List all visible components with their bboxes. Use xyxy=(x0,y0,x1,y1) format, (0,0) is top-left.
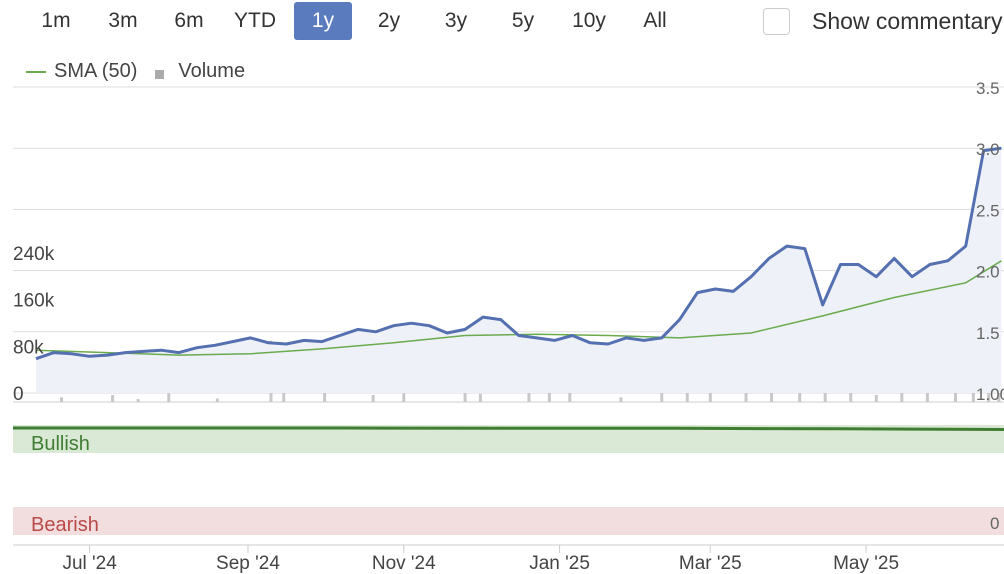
y-tick-label: 3.0 xyxy=(976,140,1000,159)
y-tick-label: 1.5 xyxy=(976,324,1000,343)
volume-bar xyxy=(874,395,878,402)
volume-bar xyxy=(568,387,572,402)
bearish-value-label: 0 xyxy=(990,514,999,533)
volume-bar xyxy=(463,391,467,402)
price-line xyxy=(35,146,1002,361)
volume-bar xyxy=(136,399,140,402)
y-axis-labels: 1.00 1.5 2.0 2.5 3.0 3.5 xyxy=(976,79,1004,404)
show-commentary-checkbox[interactable] xyxy=(763,7,790,35)
volume-bar xyxy=(478,393,482,402)
bearish-band xyxy=(13,507,1004,535)
volume-bar xyxy=(849,391,853,402)
volume-bar xyxy=(111,395,115,402)
range-2y-button[interactable]: 2y xyxy=(377,9,401,32)
volume-bar xyxy=(900,391,904,402)
range-5y-button[interactable]: 5y xyxy=(511,9,535,32)
chart-legend: SMA (50) Volume xyxy=(26,60,245,83)
y-tick-label: 1.00 xyxy=(976,385,1004,404)
volume-bar xyxy=(953,384,957,402)
x-tick-label: Jan '25 xyxy=(529,553,590,574)
volume-axis-labels: 0 80k 160k 240k xyxy=(13,244,55,405)
bullish-sentiment-line xyxy=(13,426,1004,431)
volume-bar xyxy=(402,393,406,402)
range-1y-button[interactable]: 1y xyxy=(294,2,352,40)
volume-bar xyxy=(282,390,286,402)
volume-bar xyxy=(323,391,327,402)
x-tick-label: Jul '24 xyxy=(62,553,117,574)
volume-bar xyxy=(619,397,623,402)
bearish-label: Bearish xyxy=(31,514,99,536)
sma-legend-swatch xyxy=(26,70,46,73)
x-tick-label: Sep '24 xyxy=(216,553,280,574)
y-tick-label: 3.5 xyxy=(976,79,1000,98)
y-tick-label: 2.5 xyxy=(976,201,1000,220)
range-1m-button[interactable]: 1m xyxy=(41,9,71,32)
volume-tick-label: 160k xyxy=(13,291,55,312)
x-tick-label: Nov '24 xyxy=(372,553,436,574)
range-10y-button[interactable]: 10y xyxy=(572,9,606,32)
range-6m-button[interactable]: 6m xyxy=(174,9,204,32)
volume-bar xyxy=(371,395,375,402)
volume-legend-label[interactable]: Volume xyxy=(178,60,246,82)
volume-tick-label: 80k xyxy=(13,337,44,358)
range-all-button[interactable]: All xyxy=(643,9,667,32)
x-tick-label: Mar '25 xyxy=(679,553,742,574)
volume-tick-label: 240k xyxy=(13,244,55,265)
show-commentary-toggle[interactable]: Show commentary xyxy=(763,6,1002,36)
range-3m-button[interactable]: 3m xyxy=(108,9,138,32)
volume-legend-swatch xyxy=(155,70,165,79)
show-commentary-label: Show commentary xyxy=(812,7,1003,34)
x-axis: Jul '24 Sep '24 Nov '24 Jan '25 Mar '25 May '… xyxy=(13,544,1004,574)
x-tick-label: May '25 xyxy=(833,553,899,574)
volume-bar xyxy=(167,393,171,402)
volume-bar xyxy=(744,389,748,402)
price-area-fill xyxy=(36,148,1002,393)
y-tick-label: 2.0 xyxy=(976,263,1000,282)
volume-bar xyxy=(215,398,219,402)
volume-bar xyxy=(60,397,64,402)
volume-bar xyxy=(925,389,929,402)
sma-legend-label[interactable]: SMA (50) xyxy=(54,60,138,82)
volume-bar xyxy=(527,385,531,402)
volume-bar xyxy=(823,387,827,402)
bullish-label: Bullish xyxy=(31,433,90,455)
volume-bar xyxy=(770,391,774,402)
volume-tick-label: 0 xyxy=(13,384,24,405)
range-ytd-button[interactable]: YTD xyxy=(234,9,276,32)
range-3y-button[interactable]: 3y xyxy=(444,9,468,32)
sma-line xyxy=(35,260,1002,356)
volume-bar xyxy=(660,391,664,402)
